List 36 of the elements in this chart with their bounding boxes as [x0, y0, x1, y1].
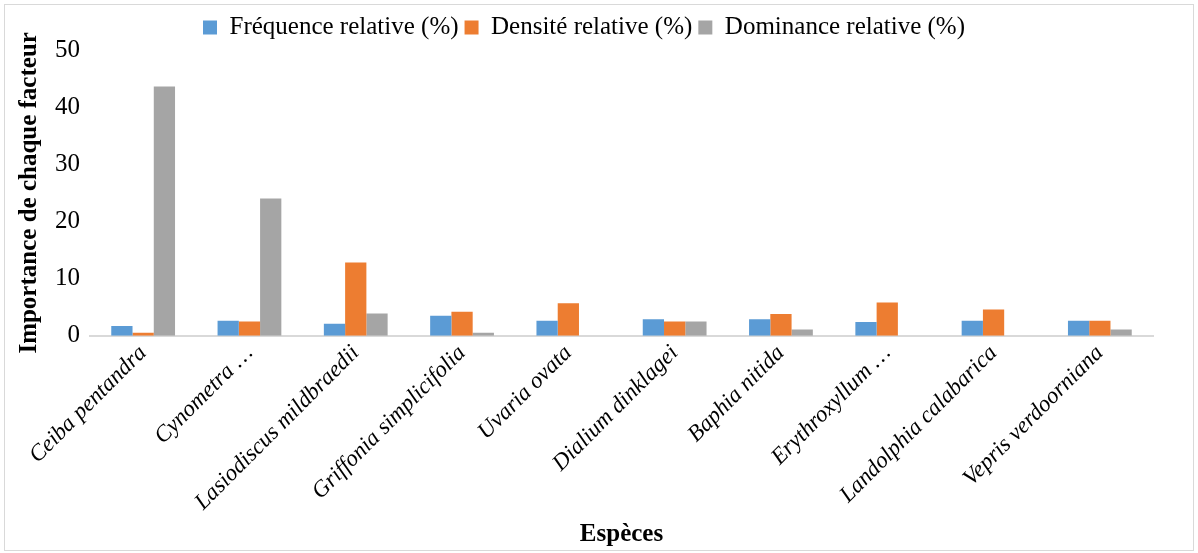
y-tick-label: 10 — [55, 263, 80, 291]
bar — [1089, 320, 1111, 336]
legend-label: Fréquence relative (%) — [229, 12, 459, 41]
bar — [366, 313, 388, 336]
bar — [982, 309, 1005, 336]
bar — [1067, 320, 1090, 336]
bar — [961, 320, 983, 336]
legend-label: Densité relative (%) — [491, 12, 693, 41]
legend-label: Dominance relative (%) — [724, 12, 966, 41]
bar — [749, 319, 771, 336]
y-tick-label: 50 — [55, 34, 80, 62]
bar — [876, 302, 898, 336]
bar — [111, 326, 133, 336]
y-axis-title: Importance de chaque facteur — [14, 32, 42, 354]
bar — [1110, 329, 1132, 336]
bar — [685, 321, 707, 336]
y-tick-label: 40 — [55, 91, 80, 119]
bar — [217, 320, 239, 336]
bar — [260, 198, 282, 336]
y-tick-label: 30 — [55, 148, 80, 176]
y-tick-label: 20 — [55, 205, 80, 233]
bar — [664, 321, 686, 336]
bar — [770, 314, 792, 336]
bar — [536, 320, 558, 336]
bar — [238, 321, 261, 336]
bar — [153, 86, 176, 336]
bar — [451, 311, 473, 336]
bar — [642, 319, 665, 336]
bar — [791, 329, 813, 336]
y-tick-label: 0 — [67, 320, 80, 348]
x-axis-title: Espèces — [579, 519, 664, 547]
bar — [557, 303, 579, 336]
bar — [323, 323, 346, 336]
bar — [430, 315, 452, 336]
bar — [855, 322, 877, 336]
bar — [345, 262, 367, 336]
